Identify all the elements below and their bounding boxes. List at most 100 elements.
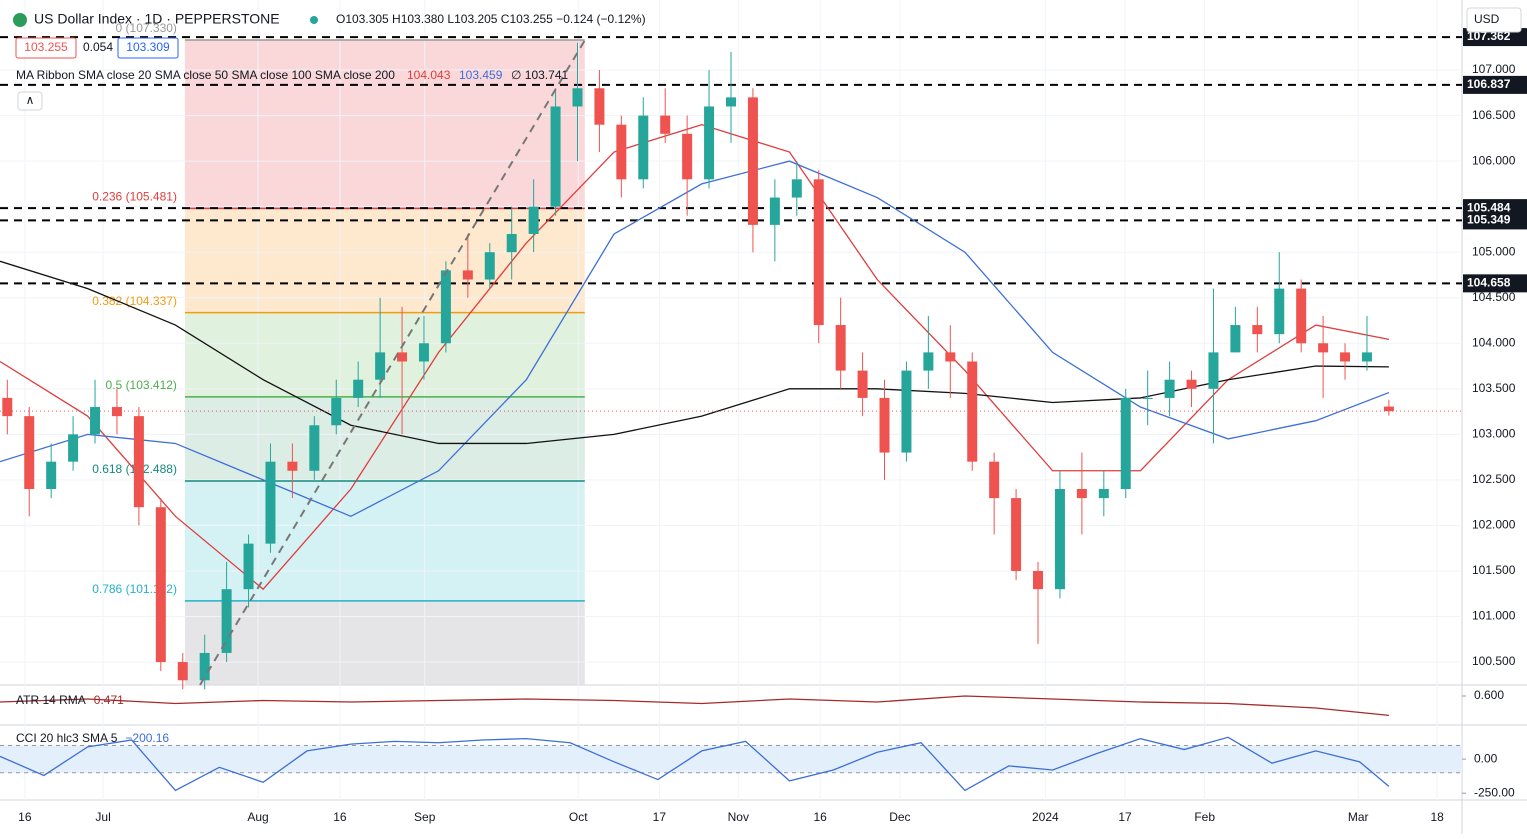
fib-label: 0.5 (103.412) [106, 378, 177, 392]
candle-body [353, 379, 364, 398]
y-tick-label: 100.500 [1472, 654, 1516, 668]
x-tick-label: 17 [653, 810, 667, 824]
candle-body [747, 97, 758, 225]
fib-zone [184, 208, 585, 313]
collapse-icon: ∧ [26, 93, 35, 107]
x-tick-label: 2024 [1032, 810, 1059, 824]
candle-body [46, 461, 57, 489]
candle-body [769, 197, 780, 225]
candle-body [1054, 488, 1065, 590]
level-tag [1463, 274, 1527, 293]
candle-body [857, 370, 868, 398]
indicator-value: −200.16 [125, 731, 169, 745]
candle-body [2, 397, 13, 417]
candle-body [813, 179, 824, 326]
candle-body [177, 662, 188, 681]
fib-zone [184, 600, 585, 685]
candle-body [1274, 288, 1285, 335]
fib-label: 0.786 (101.172) [92, 582, 177, 596]
candle-body [791, 179, 802, 198]
candle-body [506, 233, 517, 253]
candle-body [1208, 352, 1219, 389]
candle-body [1076, 488, 1087, 499]
candle-body [1011, 498, 1022, 571]
candle-body [375, 352, 386, 380]
y-tick-label: 104.500 [1472, 290, 1516, 304]
collapse-button[interactable] [17, 91, 43, 111]
y-tick-label: 107.000 [1472, 62, 1516, 76]
candle-body [923, 352, 934, 371]
indicator-line [0, 736, 1390, 792]
candle-body [1340, 352, 1351, 362]
candle-body [989, 461, 1000, 499]
y-tick-label: -250.00 [1474, 785, 1515, 799]
x-tick-label: Nov [728, 810, 749, 824]
moving-average [0, 160, 1390, 518]
cci-band [0, 745, 1462, 773]
candle-body [111, 407, 122, 417]
indicator-value: 0.471 [94, 693, 124, 707]
level-tag [1463, 75, 1527, 94]
x-tick-label: Oct [569, 810, 588, 824]
level-label: 104.658 [1467, 276, 1511, 290]
x-tick-label: Feb [1194, 810, 1215, 824]
candle-body [528, 206, 539, 234]
x-tick-label: Mar [1348, 810, 1369, 824]
level-tag [1463, 211, 1527, 230]
moving-average [0, 124, 1390, 591]
y-tick-label: 106.500 [1472, 108, 1516, 122]
fib-zone [184, 396, 585, 481]
candle-body [945, 352, 956, 362]
buy-price: 103.309 [126, 40, 170, 54]
candle-body [901, 370, 912, 453]
candle-body [616, 124, 627, 180]
candle-body [682, 133, 693, 180]
indicator-title: CCI 20 hlc3 SMA 5 [16, 731, 118, 745]
symbol-icon [13, 13, 27, 27]
y-tick-label: 103.500 [1472, 381, 1516, 395]
y-tick-label: 0.600 [1474, 688, 1504, 702]
candle-body [1164, 379, 1175, 398]
candle-body [1361, 352, 1372, 362]
candle-body [1252, 325, 1263, 335]
spread: 0.054 [83, 40, 113, 54]
candle-body [90, 407, 101, 435]
candle-body [550, 106, 561, 207]
y-tick-label: 101.500 [1472, 563, 1516, 577]
candle-body [879, 397, 890, 453]
ma20-value: 104.043 [407, 68, 451, 82]
y-tick-label: 103.000 [1472, 427, 1516, 441]
fib-zone [184, 39, 585, 209]
candle-body [1142, 397, 1153, 399]
candle-body [68, 434, 79, 462]
y-tick-label: 0.00 [1474, 751, 1498, 765]
ma200-value: ∅ 103.741 [511, 68, 568, 82]
candle-body [24, 416, 35, 489]
level-label: 106.837 [1467, 77, 1511, 91]
candle-body [309, 425, 320, 471]
sell-box[interactable] [15, 37, 77, 59]
buy-box[interactable] [117, 37, 179, 59]
candle-body [1230, 325, 1241, 353]
candle-body [967, 361, 978, 462]
candle-body [1296, 288, 1307, 344]
level-label: 105.349 [1467, 213, 1511, 227]
level-label: 105.484 [1467, 200, 1511, 214]
x-tick-label: Sep [414, 810, 436, 824]
candle-body [331, 397, 342, 426]
candle-body [638, 115, 649, 180]
symbol-title: US Dollar Index · 1D · PEPPERSTONE [34, 11, 280, 27]
level-label: 107.362 [1467, 29, 1511, 43]
currency-button[interactable] [1466, 7, 1522, 33]
x-tick-label: Aug [247, 810, 268, 824]
candle-body [1318, 343, 1329, 353]
candle-body [462, 270, 473, 280]
currency: USD [1474, 12, 1500, 26]
indicator-line [0, 695, 1389, 716]
level-tag [1463, 28, 1527, 47]
fib-label: 0 (107.330) [116, 21, 177, 35]
candle-body [133, 416, 144, 508]
market-status [310, 16, 318, 24]
candle-body [1120, 397, 1131, 489]
